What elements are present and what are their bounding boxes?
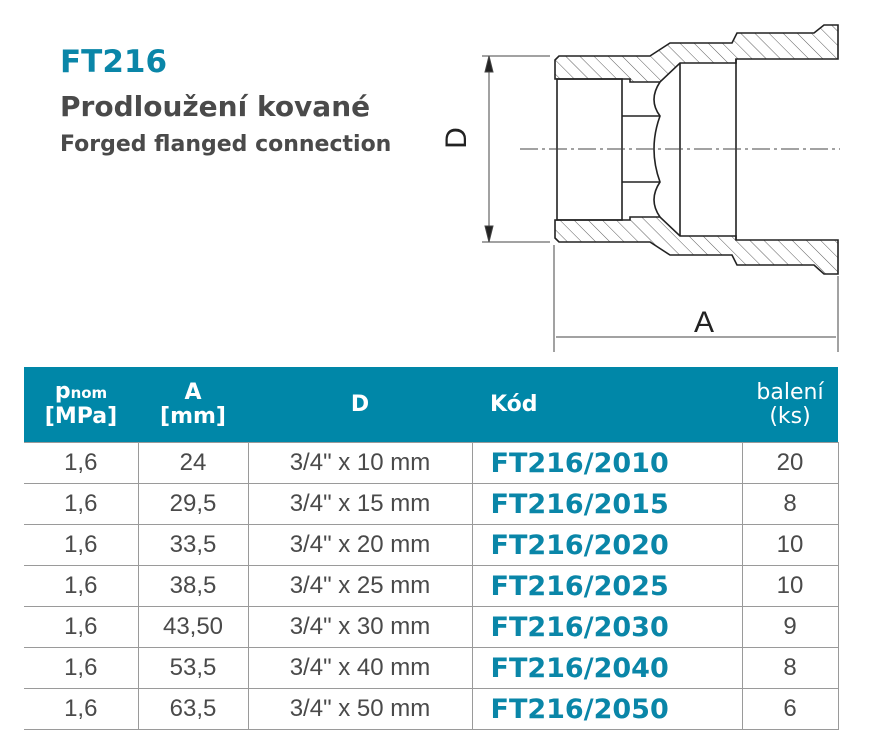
cell-d: 3/4" x 10 mm bbox=[247, 442, 473, 484]
cell-kod: FT216/2030 bbox=[471, 606, 743, 648]
dimension-d-label: D bbox=[440, 127, 473, 149]
dimension-d bbox=[482, 55, 550, 243]
product-title-cz: Prodloužení kované bbox=[60, 90, 371, 123]
cell-pressure: 1,6 bbox=[24, 606, 139, 648]
header-d: D bbox=[248, 367, 472, 443]
header-a: A [mm] bbox=[138, 367, 248, 443]
cell-pack: 8 bbox=[741, 647, 839, 689]
product-table: pnom [MPa] A [mm] D Kód balení (ks) 1,6 24 3/… bbox=[24, 367, 839, 730]
header-pressure: pnom [MPa] bbox=[24, 367, 138, 443]
cell-kod: FT216/2020 bbox=[471, 524, 743, 566]
table-row: 1,6 38,5 3/4" x 25 mm FT216/2025 10 bbox=[24, 565, 839, 607]
cell-d: 3/4" x 30 mm bbox=[247, 606, 473, 648]
cell-d: 3/4" x 15 mm bbox=[247, 483, 473, 525]
cell-kod: FT216/2010 bbox=[471, 442, 743, 484]
cell-a: 33,5 bbox=[137, 524, 249, 566]
cell-pack: 6 bbox=[741, 688, 839, 730]
table-header: pnom [MPa] A [mm] D Kód balení (ks) bbox=[24, 367, 838, 443]
dimension-a-label: A bbox=[694, 306, 714, 339]
fitting-section bbox=[554, 24, 839, 275]
table-row: 1,6 43,50 3/4" x 30 mm FT216/2030 9 bbox=[24, 606, 839, 648]
cell-pack: 10 bbox=[741, 524, 839, 566]
cell-kod: FT216/2050 bbox=[471, 688, 743, 730]
cell-a: 53,5 bbox=[137, 647, 249, 689]
cell-pressure: 1,6 bbox=[24, 565, 139, 607]
cell-a: 63,5 bbox=[137, 688, 249, 730]
cell-pressure: 1,6 bbox=[24, 688, 139, 730]
cell-a: 43,50 bbox=[137, 606, 249, 648]
cell-d: 3/4" x 40 mm bbox=[247, 647, 473, 689]
cell-pressure: 1,6 bbox=[24, 647, 139, 689]
cell-d: 3/4" x 25 mm bbox=[247, 565, 473, 607]
table-row: 1,6 63,5 3/4" x 50 mm FT216/2050 6 bbox=[24, 688, 839, 730]
technical-drawing: D A bbox=[440, 24, 840, 352]
product-title-en: Forged flanged connection bbox=[60, 132, 392, 157]
cell-d: 3/4" x 50 mm bbox=[247, 688, 473, 730]
cell-pack: 9 bbox=[741, 606, 839, 648]
cell-d: 3/4" x 20 mm bbox=[247, 524, 473, 566]
cell-a: 24 bbox=[137, 442, 249, 484]
cell-pressure: 1,6 bbox=[24, 483, 139, 525]
table-row: 1,6 29,5 3/4" x 15 mm FT216/2015 8 bbox=[24, 483, 839, 525]
cell-a: 38,5 bbox=[137, 565, 249, 607]
cell-a: 29,5 bbox=[137, 483, 249, 525]
cell-pressure: 1,6 bbox=[24, 524, 139, 566]
product-code: FT216 bbox=[60, 44, 168, 80]
table-row: 1,6 24 3/4" x 10 mm FT216/2010 20 bbox=[24, 442, 839, 484]
cell-kod: FT216/2025 bbox=[471, 565, 743, 607]
cell-kod: FT216/2040 bbox=[471, 647, 743, 689]
cell-kod: FT216/2015 bbox=[471, 483, 743, 525]
cell-pressure: 1,6 bbox=[24, 442, 139, 484]
table-row: 1,6 33,5 3/4" x 20 mm FT216/2020 10 bbox=[24, 524, 839, 566]
header-pack: balení (ks) bbox=[742, 367, 838, 443]
header-kod: Kód bbox=[472, 367, 742, 443]
table-row: 1,6 53,5 3/4" x 40 mm FT216/2040 8 bbox=[24, 647, 839, 689]
cell-pack: 8 bbox=[741, 483, 839, 525]
cell-pack: 20 bbox=[741, 442, 839, 484]
dimension-a bbox=[553, 245, 839, 352]
cell-pack: 10 bbox=[741, 565, 839, 607]
